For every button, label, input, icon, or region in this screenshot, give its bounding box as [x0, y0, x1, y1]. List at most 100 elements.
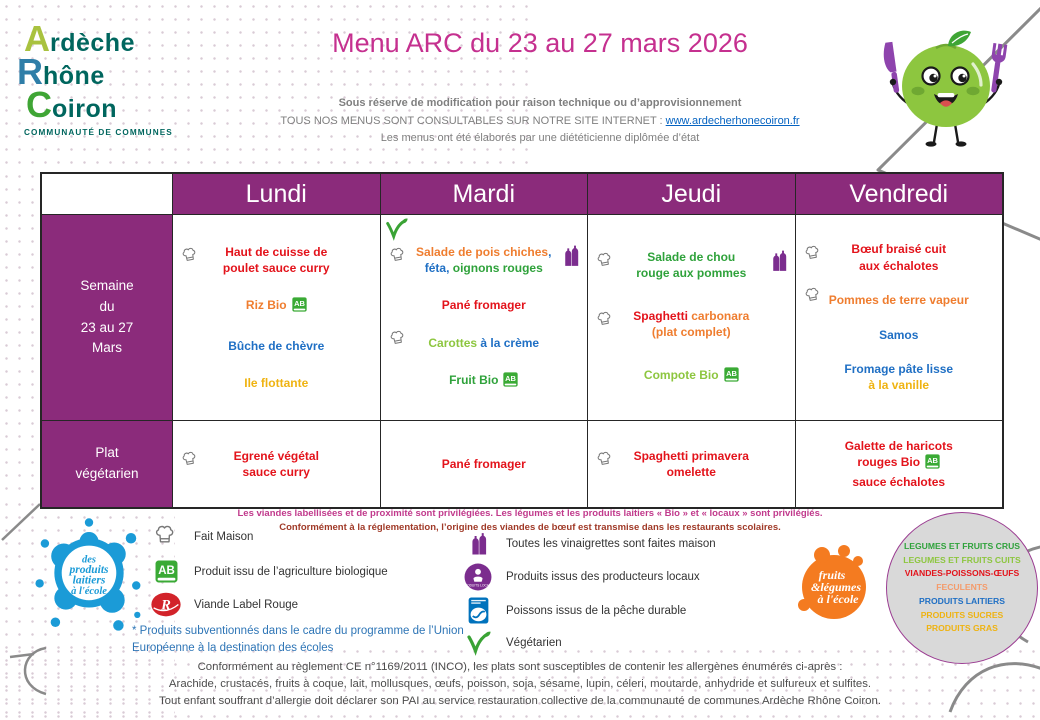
menu-item: Spaghetti primavera omelette [592, 448, 791, 480]
food-category-green: LEGUMES ET FRUITS CRUS [903, 540, 1021, 551]
day-header-jeudi: Jeudi [587, 174, 795, 214]
menu-cell-lundi-semaine: Haut de cuisse de poulet sauce curry Riz B… [172, 214, 380, 420]
day-header-vendredi: Vendredi [794, 174, 1002, 214]
dot-pattern-bottom [0, 645, 1040, 720]
menu-item-text: Bûche de chèvre [201, 338, 352, 354]
dish-text: Ile flottante [244, 375, 309, 390]
dish-text: Riz Bio [245, 298, 287, 313]
menu-item: Samos [800, 327, 999, 343]
menu-item-text: Fruit Bio AB [409, 372, 560, 391]
legend-row: Végétarien [462, 630, 716, 656]
logo-word-ardeche: Ardèche [24, 21, 173, 57]
menu-cell-mardi-semaine: Salade de pois chiches, féta, oignons rou… [379, 214, 587, 420]
menu-item: Egrené végétal sauce curry [177, 448, 376, 480]
row-label-veg: Plat végétarien [42, 420, 172, 507]
row-label-line: Plat [95, 445, 119, 461]
menu-item: Carottes à la crème [385, 330, 584, 351]
dish-text: Bœuf braisé cuit [851, 242, 947, 257]
menu-item: Galette de haricots rouges Bio AB sauce éch… [800, 438, 999, 490]
legend-row: R Viande Label Rouge [150, 591, 388, 618]
bio-ab-icon: AB [503, 372, 519, 391]
logo-letter-r: R [17, 51, 43, 93]
menu-item: Salade de chou rouge aux pommes [592, 249, 791, 281]
menu-item: Pané fromager [385, 456, 584, 472]
legend-label: Produits issus des producteurs locaux [506, 571, 700, 583]
dish-text: Fruit Bio [449, 372, 499, 387]
dot-pattern-top-left [0, 0, 530, 170]
legend-label: Poissons issus de la pêche durable [506, 604, 687, 617]
allergen-line2: Arachide, crustacés, fruits à coque, lai… [168, 678, 872, 691]
menu-item-line: Pané fromager [409, 297, 560, 313]
svg-text:des: des [82, 554, 96, 565]
menu-item-line: Spaghetti carbonara [616, 308, 767, 324]
menu-item-text: Pané fromager [409, 297, 560, 313]
menu-item-line: Haut de cuisse de [201, 244, 352, 260]
allergen-footer: Conformément au règlement CE n°1169/2011… [50, 659, 990, 710]
arc-logo: Ardèche Rhône Coiron COMMUNAUTÉ DE COMMU… [17, 21, 173, 138]
dish-text: (plat complet) [651, 325, 731, 340]
dish-text: Salade de chou [647, 250, 736, 265]
menu-item-line: sauce échalotes [824, 474, 975, 490]
menu-item-text: Salade de pois chiches, féta, oignons rou… [409, 244, 560, 276]
menu-item-line: Bûche de chèvre [201, 338, 352, 354]
menu-item: Fromage pâte lisse à la vanille [800, 361, 999, 393]
menu-item-text: Galette de haricots rouges Bio AB sauce éch… [824, 438, 975, 490]
menu-item-text: Pommes de terre vapeur [824, 292, 975, 308]
dish-text: omelette [666, 465, 716, 479]
menu-item-text: Fromage pâte lisse à la vanille [824, 361, 975, 393]
dish-text: Pané fromager [441, 456, 526, 471]
dish-text: aux échalotes [859, 258, 939, 273]
fork-icon [991, 42, 1008, 93]
menu-item-text: Egrené végétal sauce curry [201, 448, 352, 480]
legend-row: Poissons issus de la pêche durable [462, 597, 716, 624]
chef-hat-icon [593, 249, 619, 279]
chef-hat-icon [593, 447, 619, 477]
menu-item-text: Spaghetti carbonara (plat complet) [616, 308, 767, 340]
day-header-lundi: Lundi [172, 174, 380, 214]
food-category-yellow: PRODUITS SUCRES [920, 609, 1004, 620]
dish-text: Bûche de chèvre [228, 338, 325, 353]
dish-text: rouge aux pommes [636, 266, 747, 281]
food-category-lgreen: LEGUMES ET FRUITS CUITS [903, 554, 1021, 565]
menu-item-line: Fromage pâte lisse [824, 361, 975, 377]
logo-letter-c: C [26, 84, 52, 126]
chef-hat-icon [178, 244, 204, 274]
legend-label: Toutes les vinaigrettes sont faites mais… [506, 538, 716, 550]
website-link[interactable]: www.ardecherhonecoiron.fr [665, 114, 800, 127]
food-category-red: VIANDES-POISSONS-ŒUFS [904, 568, 1020, 579]
menu-item-line: Samos [824, 327, 975, 343]
menu-item-line: Compote Bio AB [616, 366, 767, 386]
menu-item-line: rouge aux pommes [616, 265, 767, 281]
row-label-line: du [99, 298, 115, 314]
menu-item: Compote Bio AB [592, 366, 791, 386]
svg-text:laitiers: laitiers [73, 574, 106, 586]
dish-text: Samos [879, 327, 919, 342]
logo-word-rest: oiron [52, 95, 117, 124]
legend-row: PRODUITS LOCAUX Produits issus des produc… [462, 563, 716, 591]
dish-text: Galette de haricots [844, 439, 953, 454]
dish-text: à la crème [480, 335, 540, 350]
legend-row: AB Produit issu de l’agriculture biologiq… [150, 560, 388, 583]
dish-text: Haut de cuisse de [225, 245, 328, 259]
dish-text: Spaghetti primavera [633, 448, 749, 463]
menu-item-line: Ile flottante [201, 375, 352, 391]
menu-item: Haut de cuisse de poulet sauce curry [177, 244, 376, 276]
svg-text:produits: produits [68, 564, 109, 576]
menu-item-line: Spaghetti primavera [616, 448, 767, 464]
logo-word-rest: rdèche [50, 29, 135, 57]
menu-cell-jeudi-veg: Spaghetti primavera omelette [587, 420, 795, 507]
menu-item-text: Bœuf braisé cuit aux échalotes [824, 241, 975, 273]
eu-subsidy-note: * Produits subventionnés dans le cadre d… [132, 625, 464, 654]
menu-item-text: Haut de cuisse de poulet sauce curry [201, 244, 352, 276]
dish-text: oignons rouges [449, 261, 543, 276]
legend-row: Fait Maison [150, 522, 388, 552]
svg-text:&légumes: &légumes [811, 580, 861, 594]
menu-item-line: Salade de pois chiches, [409, 244, 560, 260]
menu-item-line: Carottes à la crème [409, 335, 560, 351]
vinaigrette-bottles-icon [462, 531, 494, 557]
label-rouge-icon: R [150, 591, 182, 618]
logo-word-rest: hône [43, 62, 105, 91]
food-category-color-key: LEGUMES ET FRUITS CRUS LEGUMES ET FRUITS … [886, 512, 1038, 664]
table-row-semaine: Semaine du 23 au 27 Mars Haut de cuisse de po… [42, 214, 1002, 420]
